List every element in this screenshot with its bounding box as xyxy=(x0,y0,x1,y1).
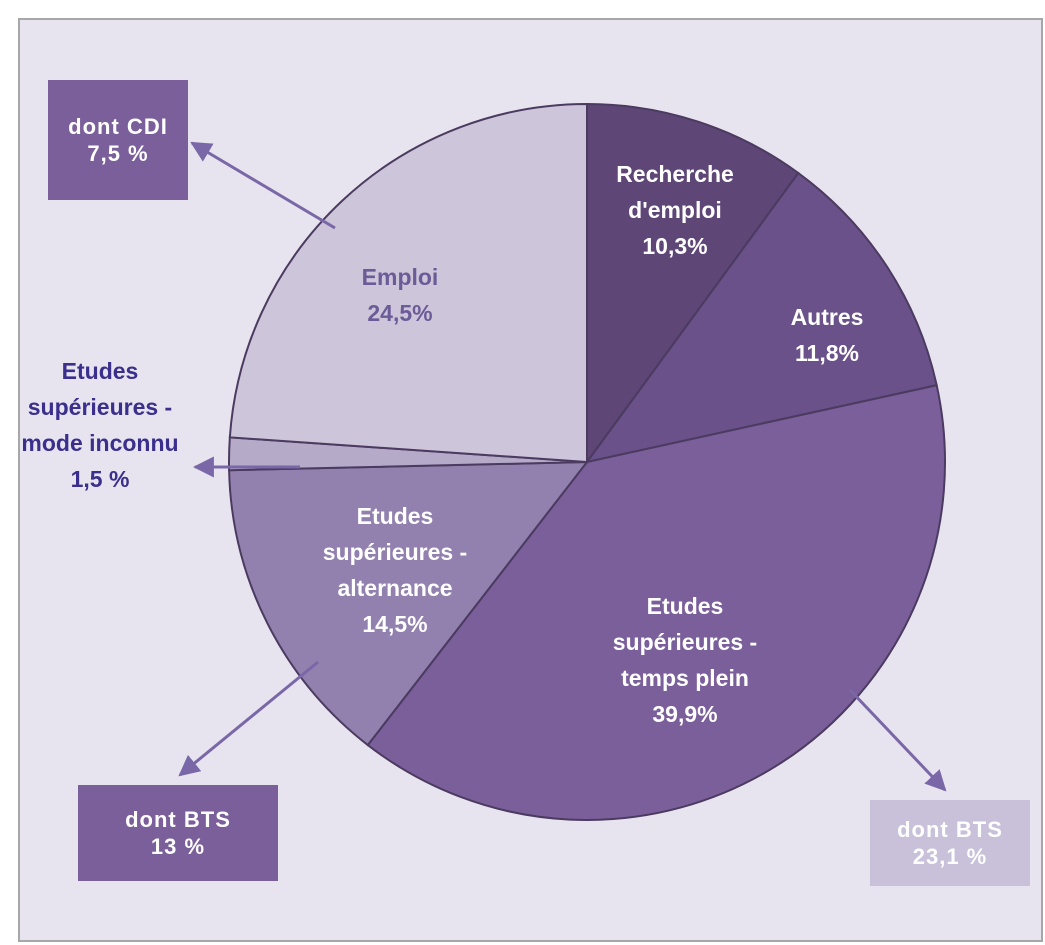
annotation-text: dont CDI xyxy=(68,114,168,139)
category-label: Autres xyxy=(790,304,864,330)
pie-slice xyxy=(366,384,946,821)
slice-label: Recherche d'emploi 10,3% xyxy=(590,156,760,264)
slice-label: Etudes supérieures - temps plein 39,9% xyxy=(580,588,790,732)
category-label: Etudes supérieures - alternance xyxy=(322,503,468,601)
value-label: 24,5% xyxy=(367,300,433,326)
slice-label: Etudes supérieures -mode inconnu 1,5 % xyxy=(5,353,195,497)
annotation-text: dont BTS xyxy=(125,807,231,832)
pie-slice xyxy=(586,102,800,466)
annotation-text: dont BTS xyxy=(897,817,1003,842)
value-label: 11,8% xyxy=(795,340,859,366)
category-label: Etudes supérieures - temps plein xyxy=(612,593,758,691)
slice-label: Autres 11,8% xyxy=(752,299,902,371)
value-label: 1,5 % xyxy=(70,466,130,492)
pie-slice xyxy=(228,460,590,747)
value-label: 39,9% xyxy=(652,701,718,727)
annotation-value: 13 % xyxy=(150,834,206,859)
annotation-box: dont BTS 23,1 % xyxy=(870,800,1030,886)
slices xyxy=(228,102,946,821)
slice-label: Etudes supérieures - alternance 14,5% xyxy=(290,498,500,642)
category-label: Recherche d'emploi xyxy=(616,161,734,223)
arrow xyxy=(178,660,319,777)
annotation-box: dont CDI 7,5 % xyxy=(48,80,188,200)
annotation-value: 7,5 % xyxy=(87,141,149,166)
category-label: Emploi xyxy=(361,264,439,290)
value-label: 10,3% xyxy=(642,233,708,259)
annotation-box: dont BTS 13 % xyxy=(78,785,278,881)
value-label: 14,5% xyxy=(362,611,428,637)
category-label: Etudes supérieures -mode inconnu xyxy=(21,358,179,456)
annotation-value: 23,1 % xyxy=(912,844,988,869)
arrow xyxy=(848,688,947,792)
pie-slice xyxy=(584,171,938,464)
arrow xyxy=(190,141,336,230)
slice-label: Emploi 24,5% xyxy=(315,259,485,331)
pie-slice xyxy=(228,102,588,464)
